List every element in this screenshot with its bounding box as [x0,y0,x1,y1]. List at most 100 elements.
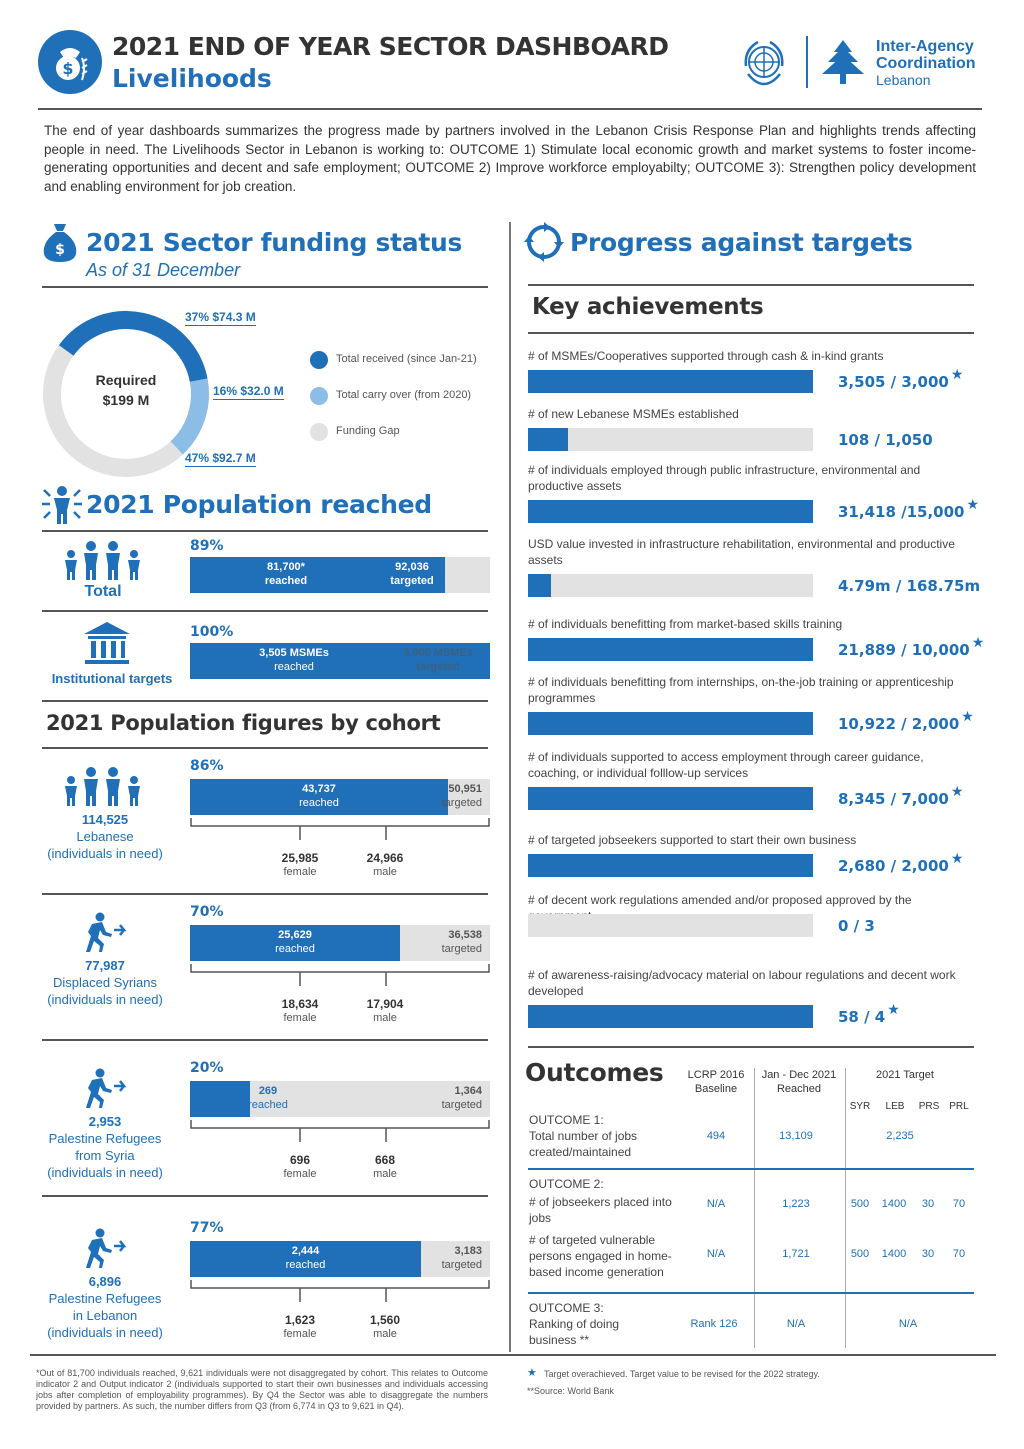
funding-donut-chart [43,311,209,477]
cohort-reached-num: 25,629 [278,929,312,941]
cohort-name-line2: from Syria [75,1148,135,1163]
cohort-name-line1: Displaced Syrians [52,975,158,990]
achievement-label: # of individuals employed through public… [528,463,921,493]
cohort-male-num: 24,966 [366,851,404,865]
star-icon: ★ [887,1002,900,1018]
achievement-bar-fill [528,428,568,451]
cohort-male-word: male [373,1328,397,1340]
cohort-targeted-num: 3,183 [454,1245,482,1257]
footnote-star: ★ [527,1367,537,1379]
achievement-bar-fill [528,712,813,735]
agency-line3: Lebanon [876,72,931,88]
cohort-count: 77,987 [85,958,125,973]
achievement-value: 108 / 1,050 [838,431,935,449]
achievement-bar-fill [528,574,551,597]
achievement-bar-fill [528,370,813,393]
gap-label: 47% $92.7 M [185,451,256,467]
header-logo-icon: $ [38,30,102,94]
outcome2a-text: # of jobseekers placed into jobs [529,1195,672,1225]
star-icon: ★ [950,367,964,383]
outcome2b-target-prl: 70 [952,1248,966,1260]
legend-received: Total received (since Jan-21) [336,353,477,365]
family-icon [62,540,144,582]
cohort-targeted-num: 50,951 [448,783,482,795]
cohort-targeted-word: targeted [441,1259,482,1271]
achievements-end-rule [528,1046,974,1048]
achievement-value: 10,922 / 2,000 ★ [838,709,974,733]
svg-text:$: $ [55,242,65,258]
star-icon: ★ [961,709,974,725]
un-emblem-icon [738,36,790,88]
total-label: Total [84,583,122,600]
institutional-label: Institutional targets [51,671,173,686]
cohort-pct: 86% [190,758,224,774]
legend-carryover: Total carry over (from 2020) [336,389,472,401]
cohort-reached-word: reached [299,797,339,809]
outcome2b-target-prs: 30 [921,1248,935,1260]
donut-slice-gap [43,345,183,477]
cohort-targeted-word: targeted [441,943,482,955]
achievement-label: # of new Lebanese MSMEs established [528,407,739,421]
cohort-female-num: 18,634 [281,997,319,1011]
person-reach-icon [40,484,84,526]
achievement-label: # of targeted jobseekers supported to st… [528,833,857,847]
cohort-divider [42,893,488,895]
achievement-value: 21,889 / 10,000 ★ [838,635,984,659]
outcome2b-target-leb: 1400 [881,1248,907,1260]
cohort-bar-fill [190,1081,250,1117]
key-achievements-title: Key achievements [532,294,764,320]
divider [806,36,808,88]
cohort-male-num: 1,560 [369,1313,401,1327]
cohort-bracket [190,1280,490,1302]
carryover-label: 16% $32.0 M [213,384,284,400]
cohort-pct: 20% [190,1060,224,1076]
footnote-left: *Out of 81,700 individuals reached, 9,62… [36,1368,488,1411]
sub-col-leb: LEB [885,1101,905,1112]
header-rule [38,108,982,110]
cohort-name-line2: (individuals in need) [47,846,163,861]
achievement-bar-fill [528,638,813,661]
donut-slice-received [58,311,208,383]
page-title: 2021 END OF YEAR SECTOR DASHBOARD [112,32,669,61]
population-rule [42,530,488,532]
cohort-pct: 70% [190,904,224,920]
total-pct: 89% [190,538,224,554]
achievement-value: 58 / 4 ★ [838,1002,900,1026]
cohort-name-line3: (individuals in need) [47,1165,163,1180]
outcome2b-reached: 1,721 [782,1248,810,1260]
achievement-label: USD value invested in infrastructure reh… [528,537,955,567]
star-icon: ★ [950,851,964,867]
total-targeted-word: targeted [390,575,434,587]
achievement-value-text: 10,922 / 2,000 [838,715,960,733]
legend-received-swatch [310,351,328,369]
outcome1-text: Total number of jobs created/maintained [529,1129,638,1159]
agency-line2: Coordination [876,55,976,72]
achievement-label: # of individuals benefitting from intern… [528,675,954,705]
achievement-bar-fill [528,500,813,523]
outcome2a-baseline: N/A [706,1198,726,1210]
family-icon [62,766,144,813]
cohort-female-num: 696 [289,1153,311,1167]
achievement-bar-bg [528,428,813,451]
cedar-tree-icon [818,38,868,88]
donut-center-line1: Required [95,372,157,388]
cohort-targeted-word: targeted [441,1099,482,1111]
cohort-male-word: male [373,1012,397,1024]
cohort-pct: 77% [190,1220,224,1236]
displaced-person-icon [82,912,132,959]
svg-text:$: $ [62,59,73,78]
cohort-count: 6,896 [88,1274,122,1289]
cohort-bar-fill [190,1241,421,1277]
cohort-reached-word: reached [285,1259,326,1271]
cohort-name-line2: (individuals in need) [47,992,163,1007]
cohort-targeted-word: targeted [441,797,482,809]
achievement-label: # of MSMEs/Cooperatives supported throug… [528,349,884,363]
achievement-value: 4.79m / 168.75m [838,577,982,595]
total-reached-word: reached [264,575,308,587]
cohort-name-line1: Palestine Refugees [48,1131,162,1146]
funding-subtitle: As of 31 December [86,260,241,280]
achievement-value-text: 2,680 / 2,000 [838,857,949,875]
achievement-bar-bg [528,914,813,937]
achievement-value-text: 3,505 / 3,000 [838,373,949,391]
outcome3-reached: N/A [786,1318,806,1330]
